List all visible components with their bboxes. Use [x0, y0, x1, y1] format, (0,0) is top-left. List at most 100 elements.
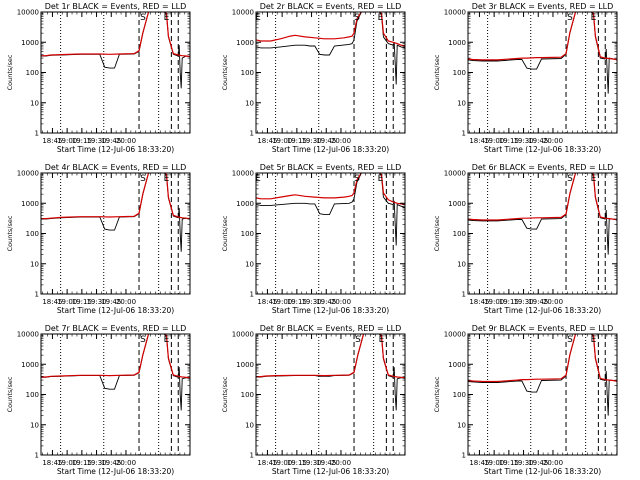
x-tick-label: 19:30	[513, 298, 533, 306]
plot-area	[468, 12, 617, 133]
y-tick-label: 1000	[21, 361, 39, 369]
y-tick-label: 10000	[444, 331, 466, 339]
lld-series-line	[468, 173, 617, 221]
x-tick-label: 19:15	[287, 298, 307, 306]
y-tick-label: 100	[26, 391, 39, 399]
plot-area	[41, 173, 190, 294]
marker-label-E: E	[591, 174, 597, 184]
marker-label-E: E	[379, 335, 385, 345]
x-tick-label: 19:45	[528, 459, 548, 467]
marker-label-S: S	[567, 13, 573, 23]
plot-area	[41, 12, 190, 133]
plot-area	[256, 173, 405, 294]
panel-title: Det 4r BLACK = Events, RED = LLD	[45, 163, 187, 172]
x-tick-label: 19:15	[287, 137, 307, 145]
y-tick-label: 1	[462, 291, 466, 299]
x-tick-label: 19:00	[57, 298, 77, 306]
panel-title: Det 6r BLACK = Events, RED = LLD	[472, 163, 614, 172]
panel-4: Det 4r BLACK = Events, RED = LLD S E 1 10 100…	[6, 163, 191, 315]
x-tick-label: 18:45	[469, 459, 489, 467]
panel-5: Det 5r BLACK = Events, RED = LLD E S E 1 10 10…	[221, 163, 406, 315]
marker-label-S: S	[140, 13, 146, 23]
x-tick-label: 19:45	[101, 137, 121, 145]
y-tick-label: 1000	[21, 39, 39, 47]
panel-2: Det 2r BLACK = Events, RED = LLD E S E 1 10 10…	[221, 2, 406, 154]
x-axis-label: Start Time (12-Jul-06 18:33:20)	[57, 145, 174, 154]
x-tick-label: 19:00	[272, 298, 292, 306]
y-tick-label: 10000	[232, 331, 254, 339]
marker-label-S: S	[567, 174, 573, 184]
y-axis-label: Counts/sec	[221, 376, 229, 412]
lld-series-line	[41, 12, 190, 57]
y-tick-label: 10000	[444, 170, 466, 178]
x-tick-label: 19:15	[499, 137, 519, 145]
y-axis-label: Counts/sec	[221, 54, 229, 90]
panel-title: Det 3r BLACK = Events, RED = LLD	[472, 2, 614, 11]
x-tick-label: 19:30	[513, 137, 533, 145]
x-tick-label: 20:00	[116, 137, 136, 145]
y-tick-label: 100	[241, 69, 254, 77]
lld-series-line	[41, 173, 190, 220]
y-tick-label: 100	[453, 69, 466, 77]
panel-title: Det 2r BLACK = Events, RED = LLD	[260, 2, 402, 11]
x-tick-label: 19:30	[301, 459, 321, 467]
lld-series-line	[41, 334, 190, 379]
x-tick-label: 19:30	[301, 137, 321, 145]
marker-label-E: E	[164, 13, 170, 23]
y-tick-label: 10	[245, 99, 254, 107]
y-tick-label: 1000	[448, 361, 466, 369]
panel-title: Det 1r BLACK = Events, RED = LLD	[45, 2, 187, 11]
y-tick-label: 1	[250, 130, 254, 138]
y-tick-label: 1000	[236, 39, 254, 47]
plot-area	[468, 334, 617, 455]
y-tick-label: 1	[35, 291, 39, 299]
x-tick-label: 20:00	[331, 459, 351, 467]
plot-area	[468, 173, 617, 294]
x-tick-label: 18:45	[42, 459, 62, 467]
y-tick-label: 10000	[444, 9, 466, 17]
y-tick-label: 10000	[17, 331, 39, 339]
marker-label-E: E	[255, 13, 261, 23]
x-tick-label: 20:00	[543, 137, 563, 145]
marker-label-E: E	[591, 13, 597, 23]
y-axis-label: Counts/sec	[221, 215, 229, 251]
x-axis-label: Start Time (12-Jul-06 18:33:20)	[272, 467, 389, 476]
y-tick-label: 100	[453, 391, 466, 399]
y-axis-label: Counts/sec	[6, 54, 14, 90]
x-tick-label: 19:15	[72, 298, 92, 306]
x-tick-label: 20:00	[116, 459, 136, 467]
panel-title: Det 5r BLACK = Events, RED = LLD	[260, 163, 402, 172]
y-tick-label: 10000	[17, 170, 39, 178]
marker-label-E: E	[164, 335, 170, 345]
y-tick-label: 1000	[448, 39, 466, 47]
x-tick-label: 19:45	[316, 298, 336, 306]
lld-series-line	[468, 12, 617, 61]
marker-label-S: S	[355, 335, 361, 345]
y-tick-label: 1000	[448, 200, 466, 208]
x-tick-label: 18:45	[42, 137, 62, 145]
x-tick-label: 19:15	[499, 459, 519, 467]
y-tick-label: 10	[457, 99, 466, 107]
x-tick-label: 20:00	[543, 459, 563, 467]
x-tick-label: 18:45	[469, 298, 489, 306]
x-tick-label: 20:00	[543, 298, 563, 306]
panel-1: Det 1r BLACK = Events, RED = LLD S E 1 10 100…	[6, 2, 191, 154]
y-tick-label: 10000	[232, 9, 254, 17]
y-tick-label: 100	[26, 230, 39, 238]
x-axis-label: Start Time (12-Jul-06 18:33:20)	[57, 306, 174, 315]
x-tick-label: 18:45	[257, 298, 277, 306]
marker-label-E: E	[378, 174, 384, 184]
lld-series-line	[256, 12, 405, 47]
y-tick-label: 10	[457, 421, 466, 429]
events-series-line	[256, 173, 405, 246]
plot-area	[256, 12, 405, 133]
x-tick-label: 18:45	[257, 137, 277, 145]
panel-8: Det 8r BLACK = Events, RED = LLD S E 1 10 100…	[221, 324, 406, 476]
x-tick-label: 19:15	[72, 137, 92, 145]
panel-9: Det 9r BLACK = Events, RED = LLD S E 1 10 100…	[433, 324, 618, 476]
y-axis-label: Counts/sec	[6, 215, 14, 251]
x-tick-label: 19:15	[499, 298, 519, 306]
x-tick-label: 20:00	[116, 298, 136, 306]
x-tick-label: 18:45	[469, 137, 489, 145]
x-tick-label: 19:45	[528, 137, 548, 145]
